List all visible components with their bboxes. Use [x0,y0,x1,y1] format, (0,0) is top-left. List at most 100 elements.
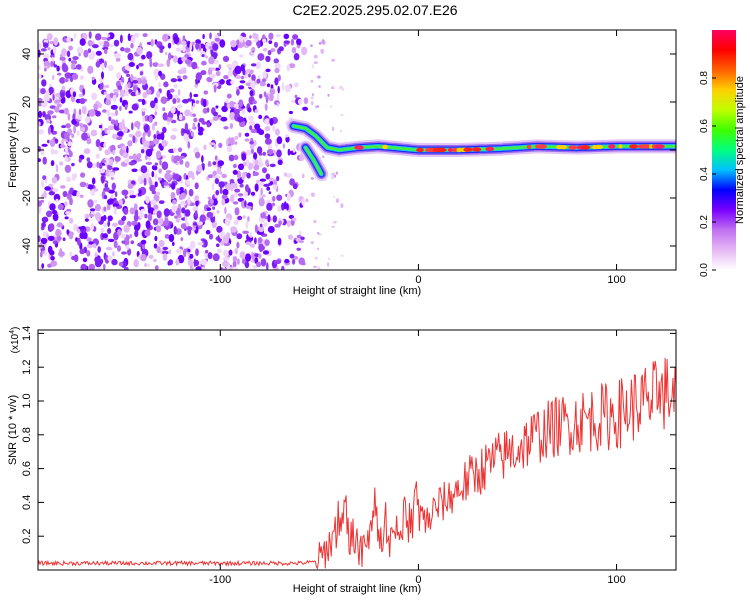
heatmap-speckle [220,116,228,122]
heatmap-speckle [128,161,136,166]
heatmap-speckle [158,239,165,248]
heatmap-speckle [190,131,195,137]
heatmap-speckle [189,253,194,259]
heatmap-speckle [176,104,183,109]
heatmap-speckle [121,189,129,196]
heatmap-speckle [43,190,47,199]
heatmap-speckle [260,187,263,196]
heatmap-speckle [257,40,261,49]
heatmap-speckle [120,47,125,52]
colorbar-tick-label: 0.0 [699,263,710,277]
heatmap-speckle [316,105,320,108]
heatmap-speckle [153,243,158,249]
heatmap-peak [447,147,454,153]
heatmap-speckle [283,40,290,44]
heatmap-ylabel: Frequency (Hz) [7,112,19,188]
heatmap-speckle [98,41,105,47]
heatmap-speckle [316,232,320,235]
heatmap-speckle [330,174,335,180]
heatmap-speckle [250,63,257,67]
heatmap-speckle [195,42,200,50]
heatmap-speckle [63,37,67,43]
heatmap-speckle [251,191,255,196]
heatmap-speckle [47,97,50,102]
heatmap-speckle [224,206,227,215]
heatmap-speckle [44,186,51,191]
heatmap-speckle [106,129,111,134]
heatmap-speckle [288,214,295,219]
heatmap-speckle [40,48,47,52]
heatmap-speckle [79,75,85,80]
heatmap-speckle [95,139,101,148]
heatmap-speckle [59,77,66,84]
snr-x-tick-label: -100 [209,574,231,586]
heatmap-speckle [209,32,212,40]
heatmap-speckle [264,103,268,111]
heatmap-speckle [152,138,160,145]
heatmap-speckle [47,47,51,51]
heatmap-speckle [264,239,270,246]
heatmap-speckle [296,38,302,46]
heatmap-speckle [298,98,303,105]
heatmap-speckle [245,205,253,209]
heatmap-speckle [178,194,184,201]
heatmap-speckle [313,265,317,269]
heatmap-speckle [88,263,96,270]
heatmap-speckle [113,206,117,215]
heatmap-speckle [65,211,71,215]
heatmap-speckle [224,217,231,227]
heatmap-speckle [260,258,267,267]
heatmap-speckle [38,129,44,135]
heatmap-speckle [109,158,114,166]
heatmap-speckle [291,217,297,221]
heatmap-speckle [52,210,58,215]
heatmap-speckle [154,181,158,188]
heatmap-speckle [134,121,141,128]
heatmap-speckle [173,147,177,153]
heatmap-speckle [191,265,194,270]
heatmap-speckle [68,150,73,158]
heatmap-speckle [244,138,250,142]
heatmap-speckle [285,134,289,138]
heatmap-speckle [79,248,85,255]
heatmap-speckle [40,179,45,188]
heatmap-speckle [255,61,261,70]
heatmap-speckle [177,78,183,82]
heatmap-speckle [64,164,72,173]
heatmap-speckle [216,167,222,175]
heatmap-speckle [225,99,229,104]
heatmap-speckle [185,179,190,186]
heatmap-speckle [252,32,257,39]
heatmap-speckle [221,105,228,113]
heatmap-speckle [226,103,231,109]
heatmap-speckle [239,251,246,259]
heatmap-speckle [184,109,191,117]
heatmap-speckle [272,184,278,190]
heatmap-speckle [247,216,250,222]
heatmap-speckle [73,254,79,263]
heatmap-speckle [140,107,147,112]
colorbar-gradient [712,30,736,270]
heatmap-speckle [117,85,123,91]
heatmap-speckle [183,248,187,258]
heatmap-speckle [103,206,107,212]
heatmap-speckle [87,48,92,53]
heatmap-speckle [264,118,271,125]
heatmap-speckle [186,226,193,231]
heatmap-speckle [184,54,190,58]
heatmap-speckle [60,144,66,148]
snr-y-tick-label: 1.0 [21,393,33,408]
heatmap-speckle [107,198,114,205]
heatmap-speckle [236,233,243,240]
heatmap-speckle [180,237,184,242]
heatmap-speckle [192,113,197,117]
heatmap-speckle [43,60,50,66]
heatmap-speckle [232,260,237,269]
heatmap-speckle [312,93,314,97]
heatmap-speckle [175,208,181,216]
heatmap-speckle [276,93,280,102]
heatmap-speckle [327,262,330,267]
heatmap-speckle [256,179,260,184]
heatmap-speckle [47,235,55,242]
heatmap-speckle [68,189,73,195]
